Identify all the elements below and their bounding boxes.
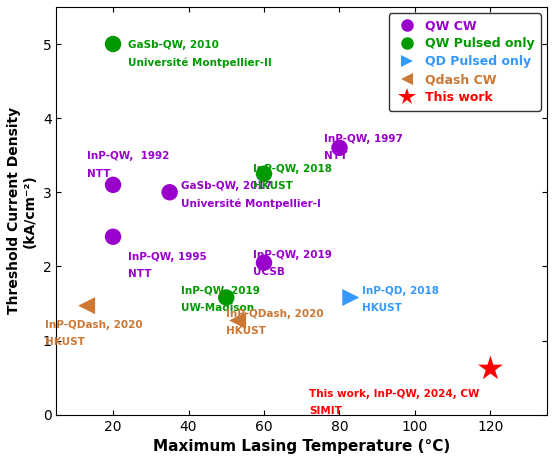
Point bbox=[109, 40, 117, 47]
Text: NTT: NTT bbox=[325, 152, 348, 161]
Text: GaSb-QW, 2010: GaSb-QW, 2010 bbox=[128, 40, 219, 50]
Text: InP-QW,  1992: InP-QW, 1992 bbox=[86, 152, 169, 161]
Point bbox=[109, 233, 117, 241]
Point bbox=[82, 302, 91, 309]
X-axis label: Maximum Lasing Temperature (°C): Maximum Lasing Temperature (°C) bbox=[153, 439, 450, 454]
Text: InP-QD, 2018: InP-QD, 2018 bbox=[362, 286, 439, 296]
Point bbox=[233, 317, 242, 324]
Point bbox=[486, 365, 495, 372]
Text: InP-QW, 1997: InP-QW, 1997 bbox=[325, 135, 403, 144]
Text: GaSb-QW, 2017: GaSb-QW, 2017 bbox=[181, 181, 272, 191]
Point bbox=[260, 170, 269, 177]
Text: Université Montpellier-I: Université Montpellier-I bbox=[181, 198, 321, 209]
Point bbox=[346, 294, 355, 301]
Point bbox=[260, 259, 269, 266]
Point bbox=[109, 181, 117, 189]
Text: InP-QW, 1995: InP-QW, 1995 bbox=[128, 252, 207, 261]
Text: NTT: NTT bbox=[86, 169, 110, 178]
Text: InP-QDash, 2020: InP-QDash, 2020 bbox=[45, 320, 143, 330]
Point bbox=[165, 189, 174, 196]
Text: HKUST: HKUST bbox=[253, 181, 293, 191]
Text: InP-QW, 2018: InP-QW, 2018 bbox=[253, 164, 332, 174]
Point bbox=[222, 294, 230, 301]
Text: This work, InP-QW, 2024, CW: This work, InP-QW, 2024, CW bbox=[309, 389, 480, 399]
Text: SIMIT: SIMIT bbox=[309, 406, 342, 416]
Text: InP-QW, 2019: InP-QW, 2019 bbox=[253, 250, 331, 260]
Text: Université Montpellier-II: Université Montpellier-II bbox=[128, 57, 272, 68]
Text: InP-QW, 2019: InP-QW, 2019 bbox=[181, 286, 260, 296]
Text: UCSB: UCSB bbox=[253, 267, 285, 277]
Legend: QW CW, QW Pulsed only, QD Pulsed only, Qdash CW, This work: QW CW, QW Pulsed only, QD Pulsed only, Q… bbox=[389, 13, 541, 111]
Text: UW-Madison: UW-Madison bbox=[181, 303, 254, 313]
Text: HKUST: HKUST bbox=[226, 326, 266, 337]
Y-axis label: Threshold Current Density
(kA/cm⁻²): Threshold Current Density (kA/cm⁻²) bbox=[7, 107, 37, 314]
Text: HKUST: HKUST bbox=[362, 303, 402, 313]
Text: InP-QDash, 2020: InP-QDash, 2020 bbox=[226, 309, 324, 319]
Text: HKUST: HKUST bbox=[45, 337, 85, 347]
Point bbox=[335, 144, 344, 152]
Text: NTT: NTT bbox=[128, 269, 152, 278]
